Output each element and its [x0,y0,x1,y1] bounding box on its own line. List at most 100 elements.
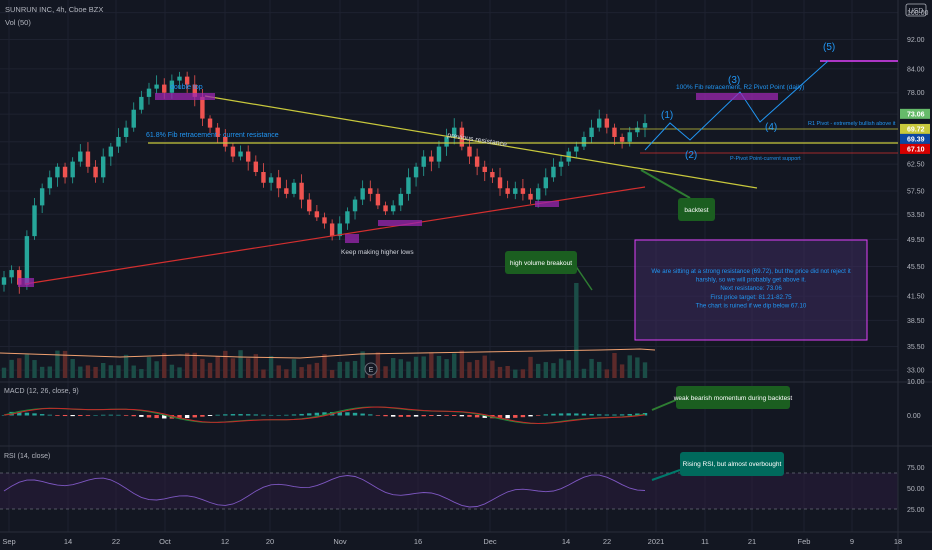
volume-bar [261,369,266,378]
volume-bar [24,354,30,378]
price-tag-label: 69.72 [907,126,925,133]
candle-body [131,109,136,128]
price-tag [900,108,930,119]
candle-body [299,182,304,200]
time-tick-label: 18 [894,537,902,546]
macd-histogram-bar [558,413,564,416]
volume-bar [116,365,121,378]
macd-histogram-bar [627,413,632,416]
candle-body [9,270,14,278]
pivot-support-label: P-Pivot Point-current support [730,156,801,162]
macd-pointer [651,399,677,411]
analysis-note-box [634,239,868,341]
candle-body [413,166,419,178]
candle-body [612,127,617,137]
double-top-box [155,93,215,100]
volume-bar [383,366,388,378]
candle-body [238,151,243,157]
currency-button[interactable] [905,3,927,17]
macd-histogram-bar [597,414,602,416]
low-box-1 [18,278,34,287]
candle-body [314,211,320,218]
volume-bar [459,350,465,378]
time-tick-label: 2021 [648,537,665,546]
volume-bar [566,360,571,378]
volume-bar [581,368,587,378]
volume-bar [619,364,625,378]
macd-histogram-bar [551,413,556,416]
volume-bar [314,362,320,378]
wave-4-label: (4) [765,122,777,133]
price-tick-label: 84.00 [907,66,925,73]
candle-body [459,127,465,147]
price-tags: 73.06 69.72 69.39 67.10 [900,108,930,154]
rsi-callout-text: Rising RSI, but almost overbought [683,461,782,468]
analysis-note-line: harshly, so we will probably get above i… [696,277,807,284]
candle-body [215,127,220,137]
time-tick-label: 9 [850,537,854,546]
candle-body [284,188,289,194]
volume-bar [215,356,220,378]
price-tick-label: 53.50 [907,212,925,219]
time-axis[interactable]: Sep 14 22 Oct 12 20 Nov 16 Dec 14 22 2021 11 21 Feb 9 18 [2,537,902,546]
macd-histogram-bar [345,412,350,416]
macd-histogram-bar [9,411,14,416]
candle-body [329,223,335,237]
macd-signal-line [3,406,646,425]
macd-histogram-bar [47,414,52,416]
macd-histogram-bar [177,415,182,419]
candle-body [345,211,350,224]
volume-bar [612,352,617,378]
volume-bar [268,356,274,378]
macd-histogram-bar [604,414,610,416]
macd-histogram-bar [215,414,220,416]
macd-histogram-bar [116,414,121,416]
macd-histogram-bar [78,415,83,417]
macd-histogram-bar [459,415,465,417]
low-box-4 [535,201,559,207]
macd-histogram-bar [284,414,289,416]
macd-histogram-bar [276,414,281,416]
macd-histogram-bar [139,415,144,417]
candle-body [207,118,213,128]
volume-bar [597,361,602,378]
macd-histogram-bar [352,412,358,416]
macd-histogram-bar [162,415,167,419]
volume-bar [139,369,144,378]
price-candles [1,71,648,294]
higher-lows-label: Keep making higher lows [341,249,414,256]
candle-body [322,217,327,224]
candle-body [47,177,52,189]
volume-bar [497,366,503,378]
macd-tick-label: 10.00 [907,379,925,386]
rsi-axis: 75.00 50.00 25.00 [907,465,925,514]
candle-body [551,166,556,178]
volume-bar [284,369,289,378]
candle-body [223,136,228,147]
volume-bar [337,361,342,378]
macd-histogram-bar [55,415,60,416]
macd-histogram-bar [612,414,617,416]
macd-histogram-bar [474,415,480,418]
candle-body [398,193,404,206]
volume-label: Vol (50) [5,18,31,27]
macd-histogram-bar [444,415,449,416]
earnings-marker[interactable] [364,362,378,376]
descending-resistance-line [204,95,758,189]
volume-bar [200,358,205,378]
candle-body [230,146,236,157]
time-tick-label: Dec [483,537,497,546]
price-tag [900,143,930,154]
price-tag [900,133,930,144]
candle-body [139,96,144,110]
candle-body [452,127,457,137]
candle-body [268,177,274,183]
volume-bar [490,360,495,378]
macd-axis: 10.00 0.00 [907,379,925,420]
macd-histogram-bar [184,415,190,419]
volume-bar [589,358,594,378]
candle-body [116,136,121,147]
candle-body [574,146,579,152]
rsi-band [0,473,898,509]
time-tick-label: 22 [603,537,611,546]
